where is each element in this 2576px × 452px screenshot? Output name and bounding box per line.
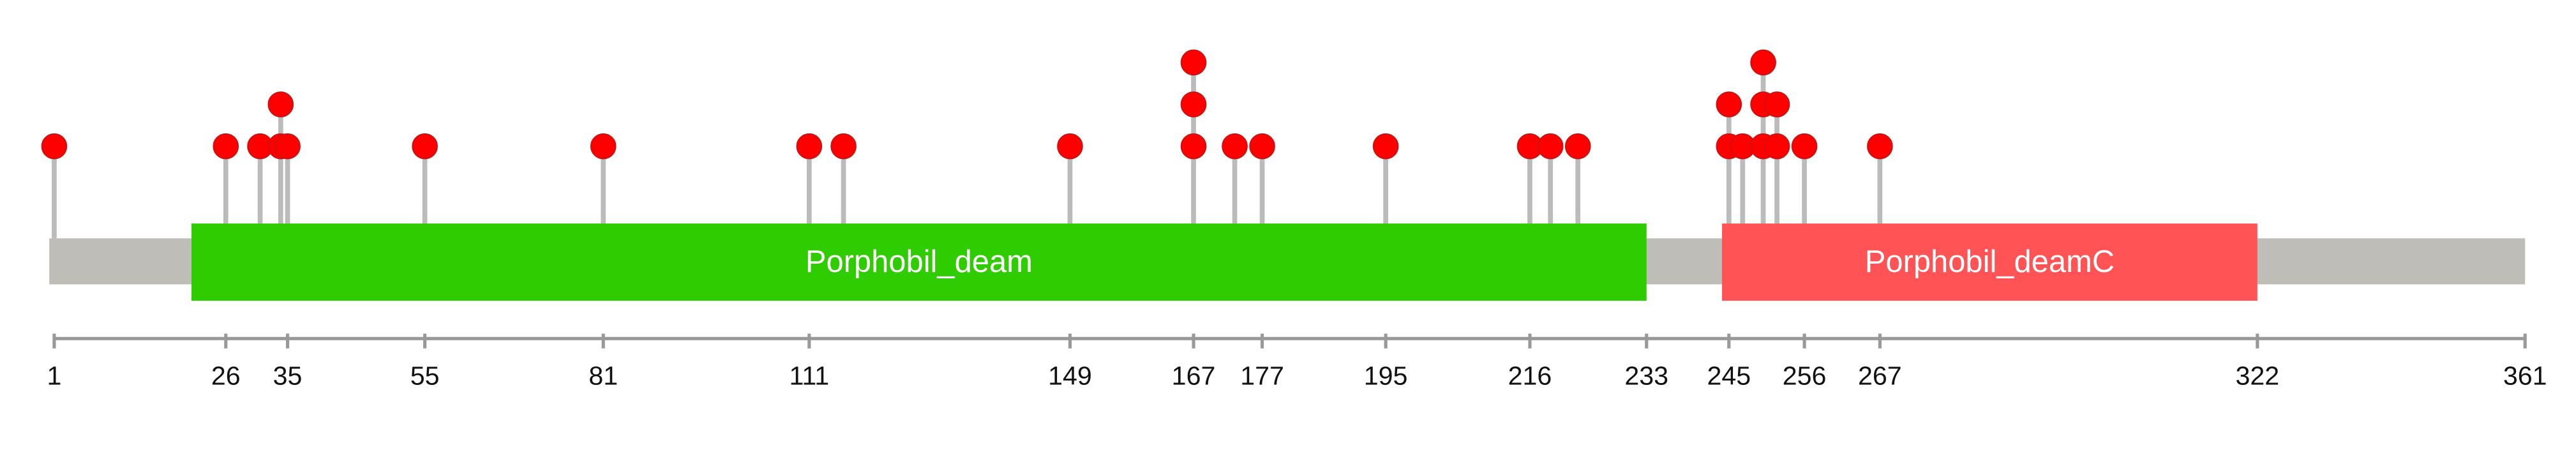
x-tick-label: 167 (1172, 361, 1216, 390)
x-tick-label: 322 (2235, 361, 2279, 390)
mutation-dot (412, 133, 438, 160)
mutation-dot (1222, 133, 1248, 160)
x-tick-label: 81 (588, 361, 618, 390)
x-tick-label: 267 (1858, 361, 1902, 390)
mutation-dot (1867, 133, 1893, 160)
mutation-dot (830, 133, 857, 160)
x-tick-label: 245 (1707, 361, 1751, 390)
mutation-dot (1764, 133, 1790, 160)
domain (1722, 223, 2258, 301)
mutation-dot (1564, 133, 1591, 160)
mutation-dot (1537, 133, 1564, 160)
mutation-dot (274, 133, 301, 160)
mutation-dot (1764, 91, 1790, 117)
mutation-dot (1791, 133, 1818, 160)
domain (191, 223, 1647, 301)
mutation-dot (1057, 133, 1083, 160)
x-tick-label: 26 (211, 361, 241, 390)
x-tick-label: 195 (1364, 361, 1408, 390)
x-tick-label: 256 (1783, 361, 1827, 390)
mutation-dot (590, 133, 617, 160)
x-tick-label: 216 (1508, 361, 1552, 390)
mutation-dot (1750, 49, 1776, 76)
domain-label: Porphobil_deamC (1865, 245, 2115, 279)
mutation-dot (1180, 49, 1207, 76)
mutation-dot (1372, 133, 1399, 160)
x-tick-label: 177 (1240, 361, 1284, 390)
mutation-dot (213, 133, 239, 160)
mutation-dot (1716, 91, 1742, 117)
x-tick-label: 35 (273, 361, 303, 390)
mutation-dot (796, 133, 823, 160)
x-tick-label: 1 (47, 361, 61, 390)
mutation-dot (1249, 133, 1275, 160)
mutation-dot (1180, 91, 1207, 117)
mutation-dot (267, 91, 294, 117)
x-tick-label: 55 (410, 361, 440, 390)
x-tick-label: 149 (1048, 361, 1092, 390)
x-tick-label: 111 (790, 361, 830, 390)
x-tick-label: 233 (1624, 361, 1668, 390)
mutation-dot (1180, 133, 1207, 160)
mutation-dot (41, 133, 68, 160)
domain-label: Porphobil_deam (805, 245, 1033, 279)
x-tick-label: 361 (2503, 361, 2547, 390)
